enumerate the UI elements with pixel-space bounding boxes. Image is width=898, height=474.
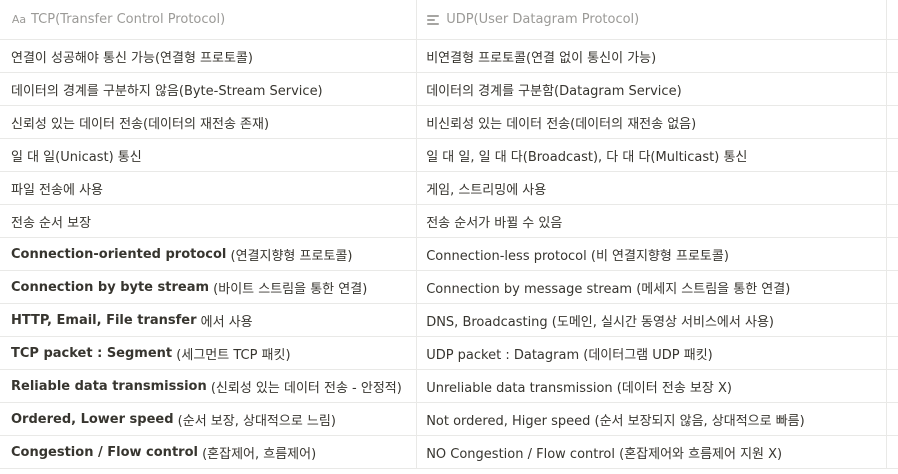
table-header-row: Aa TCP(Transfer Control Protocol) UDP(Us…	[0, 0, 898, 40]
tcp-cell-bold-text: Connection-oriented protocol	[11, 246, 227, 262]
tcp-cell-bold-text: Reliable data transmission	[11, 378, 207, 394]
tcp-cell-text: (연결지향형 프로토콜)	[226, 248, 353, 264]
udp-cell[interactable]: Unreliable data transmission (데이터 전송 보장 …	[417, 370, 887, 402]
column-edge	[887, 139, 898, 171]
tcp-cell[interactable]: 파일 전송에 사용	[0, 172, 418, 204]
column-edge	[887, 106, 898, 138]
udp-cell-text: 비연결형 프로토콜(연결 없이 통신이 가능)	[426, 50, 657, 66]
udp-cell-text: Connection by message stream (메세지 스트림을 통…	[426, 281, 791, 297]
tcp-cell[interactable]: Connection by byte stream (바이트 스트림을 통한 연…	[0, 271, 418, 303]
text-property-icon: Aa	[11, 13, 27, 26]
tcp-cell-text: (순서 보장, 상대적으로 느림)	[173, 413, 336, 429]
tcp-cell[interactable]: 데이터의 경계를 구분하지 않음(Byte-Stream Service)	[0, 73, 418, 105]
udp-cell-text: Unreliable data transmission (데이터 전송 보장 …	[426, 380, 732, 396]
tcp-cell[interactable]: Connection-oriented protocol (연결지향형 프로토콜…	[0, 238, 418, 270]
tcp-cell[interactable]: 신뢰성 있는 데이터 전송(데이터의 재전송 존재)	[0, 106, 418, 138]
table-row: Congestion / Flow control (혼잡제어, 흐름제어) NO…	[0, 436, 898, 469]
tcp-cell[interactable]: 전송 순서 보장	[0, 205, 418, 237]
udp-cell[interactable]: DNS, Broadcasting (도메인, 실시간 동영상 서비스에서 사용…	[417, 304, 887, 336]
udp-cell-text: UDP packet : Datagram (데이터그램 UDP 패킷)	[426, 347, 713, 363]
udp-cell[interactable]: Connection-less protocol (비 연결지향형 프로토콜)	[417, 238, 887, 270]
table-row: Ordered, Lower speed (순서 보장, 상대적으로 느림) No…	[0, 403, 898, 436]
udp-cell[interactable]: Connection by message stream (메세지 스트림을 통…	[417, 271, 887, 303]
table-row: 전송 순서 보장 전송 순서가 바뀔 수 있음	[0, 205, 898, 238]
tcp-cell-text: 연결이 성공해야 통신 가능(연결형 프로토콜)	[11, 50, 253, 66]
tcp-cell-text: 전송 순서 보장	[11, 215, 92, 231]
table-row: 신뢰성 있는 데이터 전송(데이터의 재전송 존재) 비신뢰성 있는 데이터 전송…	[0, 106, 898, 139]
tcp-cell-bold-text: TCP packet : Segment	[11, 345, 173, 361]
column-edge	[887, 304, 898, 336]
column-edge	[887, 337, 898, 369]
tcp-cell-text: (혼잡제어, 흐름제어)	[197, 446, 317, 462]
column-header-label: UDP(User Datagram Protocol)	[446, 12, 640, 27]
table-row: 파일 전송에 사용 게임, 스트리밍에 사용	[0, 172, 898, 205]
udp-cell[interactable]: 비신뢰성 있는 데이터 전송(데이터의 재전송 없음)	[417, 106, 887, 138]
table-row: 데이터의 경계를 구분하지 않음(Byte-Stream Service) 데이터…	[0, 73, 898, 106]
column-edge	[887, 205, 898, 237]
column-edge	[887, 436, 898, 468]
column-edge	[887, 0, 898, 39]
column-header-tcp[interactable]: Aa TCP(Transfer Control Protocol)	[0, 0, 418, 39]
column-header-label: TCP(Transfer Control Protocol)	[31, 12, 226, 27]
table-row: TCP packet : Segment (세그먼트 TCP 패킷) UDP pa…	[0, 337, 898, 370]
udp-cell[interactable]: 데이터의 경계를 구분함(Datagram Service)	[417, 73, 887, 105]
udp-cell[interactable]: 전송 순서가 바뀔 수 있음	[417, 205, 887, 237]
tcp-cell-bold-text: Connection by byte stream	[11, 279, 210, 295]
udp-cell[interactable]: 일 대 일, 일 대 다(Broadcast), 다 대 다(Multicast…	[417, 139, 887, 171]
table-row: 연결이 성공해야 통신 가능(연결형 프로토콜) 비연결형 프로토콜(연결 없이 …	[0, 40, 898, 73]
tcp-cell-text: (세그먼트 TCP 패킷)	[172, 347, 291, 363]
udp-cell-text: NO Congestion / Flow control (혼잡제어와 흐름제어…	[426, 446, 783, 462]
column-edge	[887, 271, 898, 303]
udp-cell-text: 데이터의 경계를 구분함(Datagram Service)	[426, 83, 682, 99]
udp-cell-text: 전송 순서가 바뀔 수 있음	[426, 215, 563, 231]
tcp-cell[interactable]: Ordered, Lower speed (순서 보장, 상대적으로 느림)	[0, 403, 418, 435]
column-edge	[887, 40, 898, 72]
tcp-cell-text: (신뢰성 있는 데이터 전송 - 안정적)	[206, 380, 402, 396]
udp-cell-text: Not ordered, Higer speed (순서 보장되지 않음, 상대…	[426, 413, 805, 429]
udp-cell-text: DNS, Broadcasting (도메인, 실시간 동영상 서비스에서 사용…	[426, 314, 774, 330]
table-row: Connection by byte stream (바이트 스트림을 통한 연…	[0, 271, 898, 304]
tcp-cell-bold-text: HTTP, Email, File transfer	[11, 312, 197, 328]
tcp-cell-bold-text: Ordered, Lower speed	[11, 411, 174, 427]
udp-cell-text: Connection-less protocol (비 연결지향형 프로토콜)	[426, 248, 729, 264]
text-lines-icon	[426, 14, 440, 26]
tcp-cell-text: 에서 사용	[196, 314, 253, 330]
table-row: Connection-oriented protocol (연결지향형 프로토콜…	[0, 238, 898, 271]
udp-cell-text: 비신뢰성 있는 데이터 전송(데이터의 재전송 없음)	[426, 116, 697, 132]
tcp-cell[interactable]: TCP packet : Segment (세그먼트 TCP 패킷)	[0, 337, 418, 369]
udp-cell[interactable]: UDP packet : Datagram (데이터그램 UDP 패킷)	[417, 337, 887, 369]
column-edge	[887, 73, 898, 105]
tcp-cell-text: 파일 전송에 사용	[11, 182, 103, 198]
tcp-cell[interactable]: Congestion / Flow control (혼잡제어, 흐름제어)	[0, 436, 418, 468]
tcp-cell-text: 신뢰성 있는 데이터 전송(데이터의 재전송 존재)	[11, 116, 270, 132]
column-edge	[887, 172, 898, 204]
udp-cell[interactable]: NO Congestion / Flow control (혼잡제어와 흐름제어…	[417, 436, 887, 468]
udp-cell[interactable]: Not ordered, Higer speed (순서 보장되지 않음, 상대…	[417, 403, 887, 435]
tcp-cell[interactable]: HTTP, Email, File transfer 에서 사용	[0, 304, 418, 336]
tcp-cell-text: 데이터의 경계를 구분하지 않음(Byte-Stream Service)	[11, 83, 323, 99]
tcp-cell[interactable]: 일 대 일(Unicast) 통신	[0, 139, 418, 171]
table-row: HTTP, Email, File transfer 에서 사용 DNS, Bro…	[0, 304, 898, 337]
udp-cell-text: 게임, 스트리밍에 사용	[426, 182, 547, 198]
table-row: Reliable data transmission (신뢰성 있는 데이터 전…	[0, 370, 898, 403]
tcp-cell-bold-text: Congestion / Flow control	[11, 444, 198, 460]
udp-cell-text: 일 대 일, 일 대 다(Broadcast), 다 대 다(Multicast…	[426, 149, 748, 165]
column-edge	[887, 403, 898, 435]
udp-cell[interactable]: 비연결형 프로토콜(연결 없이 통신이 가능)	[417, 40, 887, 72]
tcp-cell-text: (바이트 스트림을 통한 연결)	[209, 281, 368, 297]
column-edge	[887, 238, 898, 270]
tcp-cell-text: 일 대 일(Unicast) 통신	[11, 149, 142, 165]
tcp-cell[interactable]: Reliable data transmission (신뢰성 있는 데이터 전…	[0, 370, 418, 402]
tcp-cell[interactable]: 연결이 성공해야 통신 가능(연결형 프로토콜)	[0, 40, 418, 72]
udp-cell[interactable]: 게임, 스트리밍에 사용	[417, 172, 887, 204]
column-edge	[887, 370, 898, 402]
column-header-udp[interactable]: UDP(User Datagram Protocol)	[417, 0, 887, 39]
table-body: 연결이 성공해야 통신 가능(연결형 프로토콜) 비연결형 프로토콜(연결 없이 …	[0, 40, 898, 469]
table-row: 일 대 일(Unicast) 통신 일 대 일, 일 대 다(Broadcast)…	[0, 139, 898, 172]
